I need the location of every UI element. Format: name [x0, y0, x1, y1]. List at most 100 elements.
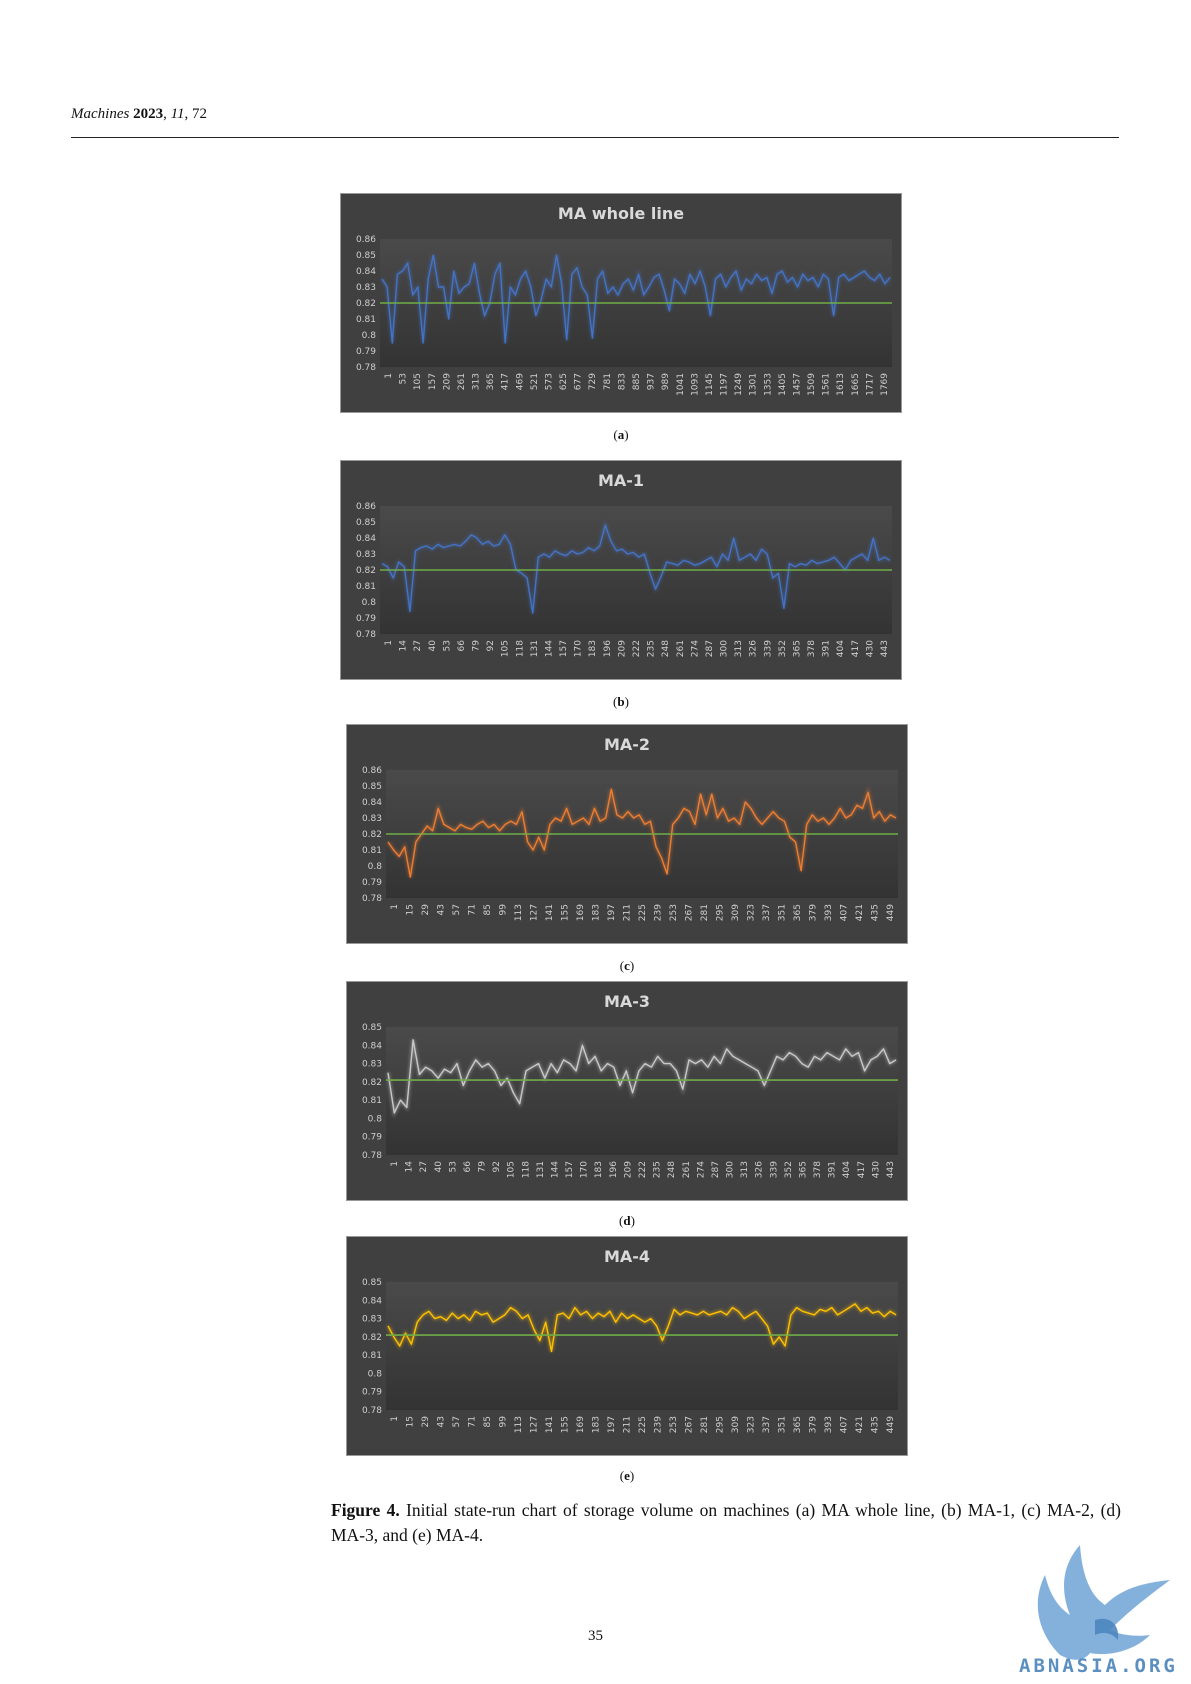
- chart-svg: 0.86 0.85 0.84 0.83 0.82 0.81 0.8 0.79 0.78 1 14 27…: [356, 502, 892, 657]
- x-tick-label: 14: [399, 640, 409, 652]
- subfigure-label-e: (e): [619, 1468, 635, 1483]
- x-tick-label: 417: [851, 640, 861, 657]
- x-tick-label: 337: [762, 904, 772, 921]
- x-tick-label: 53: [448, 1161, 458, 1172]
- x-tick-label: 407: [840, 1416, 850, 1433]
- x-tick-label: 196: [609, 1161, 619, 1178]
- y-tick-label: 0.83: [356, 283, 376, 293]
- y-tick-label: 0.79: [362, 1133, 382, 1143]
- y-tick-label: 0.84: [362, 1041, 382, 1051]
- x-tick-label: 85: [483, 1416, 493, 1427]
- x-tick-label: 379: [809, 1416, 819, 1433]
- x-tick-label: 267: [685, 904, 695, 921]
- x-tick-label: 274: [696, 1161, 706, 1178]
- x-tick-label: 443: [886, 1161, 896, 1178]
- x-tick-label: 253: [669, 1416, 679, 1433]
- x-tick-label: 197: [607, 904, 617, 921]
- x-tick-label: 127: [530, 1416, 540, 1433]
- x-tick-label: 105: [507, 1161, 517, 1178]
- x-tick-label: 105: [413, 373, 423, 390]
- x-tick-label: 211: [623, 904, 633, 921]
- chart-ma-3: 0.85 0.84 0.83 0.82 0.81 0.8 0.79 0.78 1 14 27 40 53…: [346, 981, 908, 1201]
- chart-title: MA whole line: [557, 204, 685, 223]
- y-tick-label: 0.8: [368, 862, 383, 872]
- x-tick-label: 1: [390, 1161, 400, 1167]
- x-tick-label: 209: [442, 373, 452, 390]
- y-tick-label: 0.82: [356, 299, 376, 309]
- x-tick-label: 309: [731, 904, 741, 921]
- x-tick-label: 141: [545, 904, 555, 921]
- y-tick-label: 0.82: [356, 566, 376, 576]
- y-tick-label: 0.84: [362, 1296, 382, 1306]
- x-tick-label: 155: [561, 904, 571, 921]
- x-tick-label: 57: [452, 904, 462, 915]
- y-tick-label: 0.81: [362, 1351, 382, 1361]
- x-tick-label: 300: [720, 640, 730, 657]
- x-tick-label: 729: [588, 373, 598, 390]
- x-tick-label: 287: [705, 640, 715, 657]
- x-tick-label: 435: [871, 904, 881, 921]
- chart-title: MA-3: [603, 992, 651, 1011]
- y-tick-label: 0.8: [362, 598, 377, 608]
- x-tick-label: 66: [457, 640, 467, 652]
- chart-title: MA-2: [603, 735, 651, 754]
- x-tick-label: 281: [700, 904, 710, 921]
- chart-svg: 0.86 0.85 0.84 0.83 0.82 0.81 0.8 0.79 0.78 1 53 10…: [356, 235, 892, 396]
- x-tick-label: 1717: [865, 373, 875, 396]
- x-tick-label: 92: [486, 640, 496, 651]
- y-tick-label: 0.8: [368, 1114, 383, 1124]
- x-tick-label: 92: [492, 1161, 502, 1172]
- x-tick-label: 937: [647, 373, 657, 390]
- x-tick-label: 157: [565, 1161, 575, 1178]
- x-tick-label: 287: [711, 1161, 721, 1178]
- x-tick-label: 261: [676, 640, 686, 657]
- plot-area: [386, 1282, 898, 1410]
- x-tick-label: 183: [594, 1161, 604, 1178]
- x-tick-label: 1509: [807, 373, 817, 396]
- y-tick-label: 0.81: [362, 846, 382, 856]
- x-tick-label: 781: [603, 373, 613, 390]
- x-tick-label: 625: [559, 373, 569, 390]
- x-tick-label: 155: [561, 1416, 571, 1433]
- x-tick-label: 351: [778, 1416, 788, 1433]
- x-tick-label: 351: [778, 904, 788, 921]
- x-tick-label: 222: [632, 640, 642, 657]
- x-tick-label: 183: [592, 904, 602, 921]
- x-tick-label: 53: [442, 640, 452, 651]
- x-tick-label: 66: [463, 1161, 473, 1173]
- journal-volume: 11: [170, 106, 185, 122]
- x-tick-label: 352: [778, 640, 788, 657]
- x-tick-label: 313: [734, 640, 744, 657]
- x-tick-label: 27: [419, 1161, 429, 1172]
- x-tick-label: 295: [716, 1416, 726, 1433]
- x-tick-label: 430: [865, 640, 875, 657]
- x-tick-label: 295: [716, 904, 726, 921]
- x-tick-label: 404: [836, 640, 846, 657]
- x-tick-label: 989: [661, 373, 671, 390]
- x-tick-label: 449: [886, 1416, 896, 1433]
- x-tick-label: 170: [580, 1161, 590, 1178]
- y-tick-label: 0.86: [356, 502, 376, 512]
- x-tick-label: 323: [747, 1416, 757, 1433]
- x-tick-label: 211: [623, 1416, 633, 1433]
- subfigure-label-d: (d): [619, 1213, 635, 1228]
- x-tick-label: 15: [406, 1416, 416, 1427]
- x-tick-label: 71: [468, 1416, 478, 1427]
- y-tick-label: 0.85: [362, 1023, 382, 1033]
- x-tick-label: 300: [726, 1161, 736, 1178]
- y-tick-label: 0.81: [362, 1096, 382, 1106]
- x-tick-label: 1093: [690, 373, 700, 396]
- x-tick-label: 261: [457, 373, 467, 390]
- x-tick-label: 197: [607, 1416, 617, 1433]
- y-tick-label: 0.79: [362, 1388, 382, 1398]
- x-tick-label: 379: [809, 904, 819, 921]
- x-tick-label: 105: [501, 640, 511, 657]
- x-tick-label: 131: [536, 1161, 546, 1178]
- x-tick-label: 309: [731, 1416, 741, 1433]
- x-tick-label: 118: [521, 1161, 531, 1178]
- x-tick-label: 1405: [778, 373, 788, 396]
- y-tick-label: 0.84: [356, 267, 376, 277]
- y-tick-label: 0.82: [362, 1078, 382, 1088]
- y-tick-label: 0.85: [362, 782, 382, 792]
- x-tick-label: 1: [390, 1416, 400, 1422]
